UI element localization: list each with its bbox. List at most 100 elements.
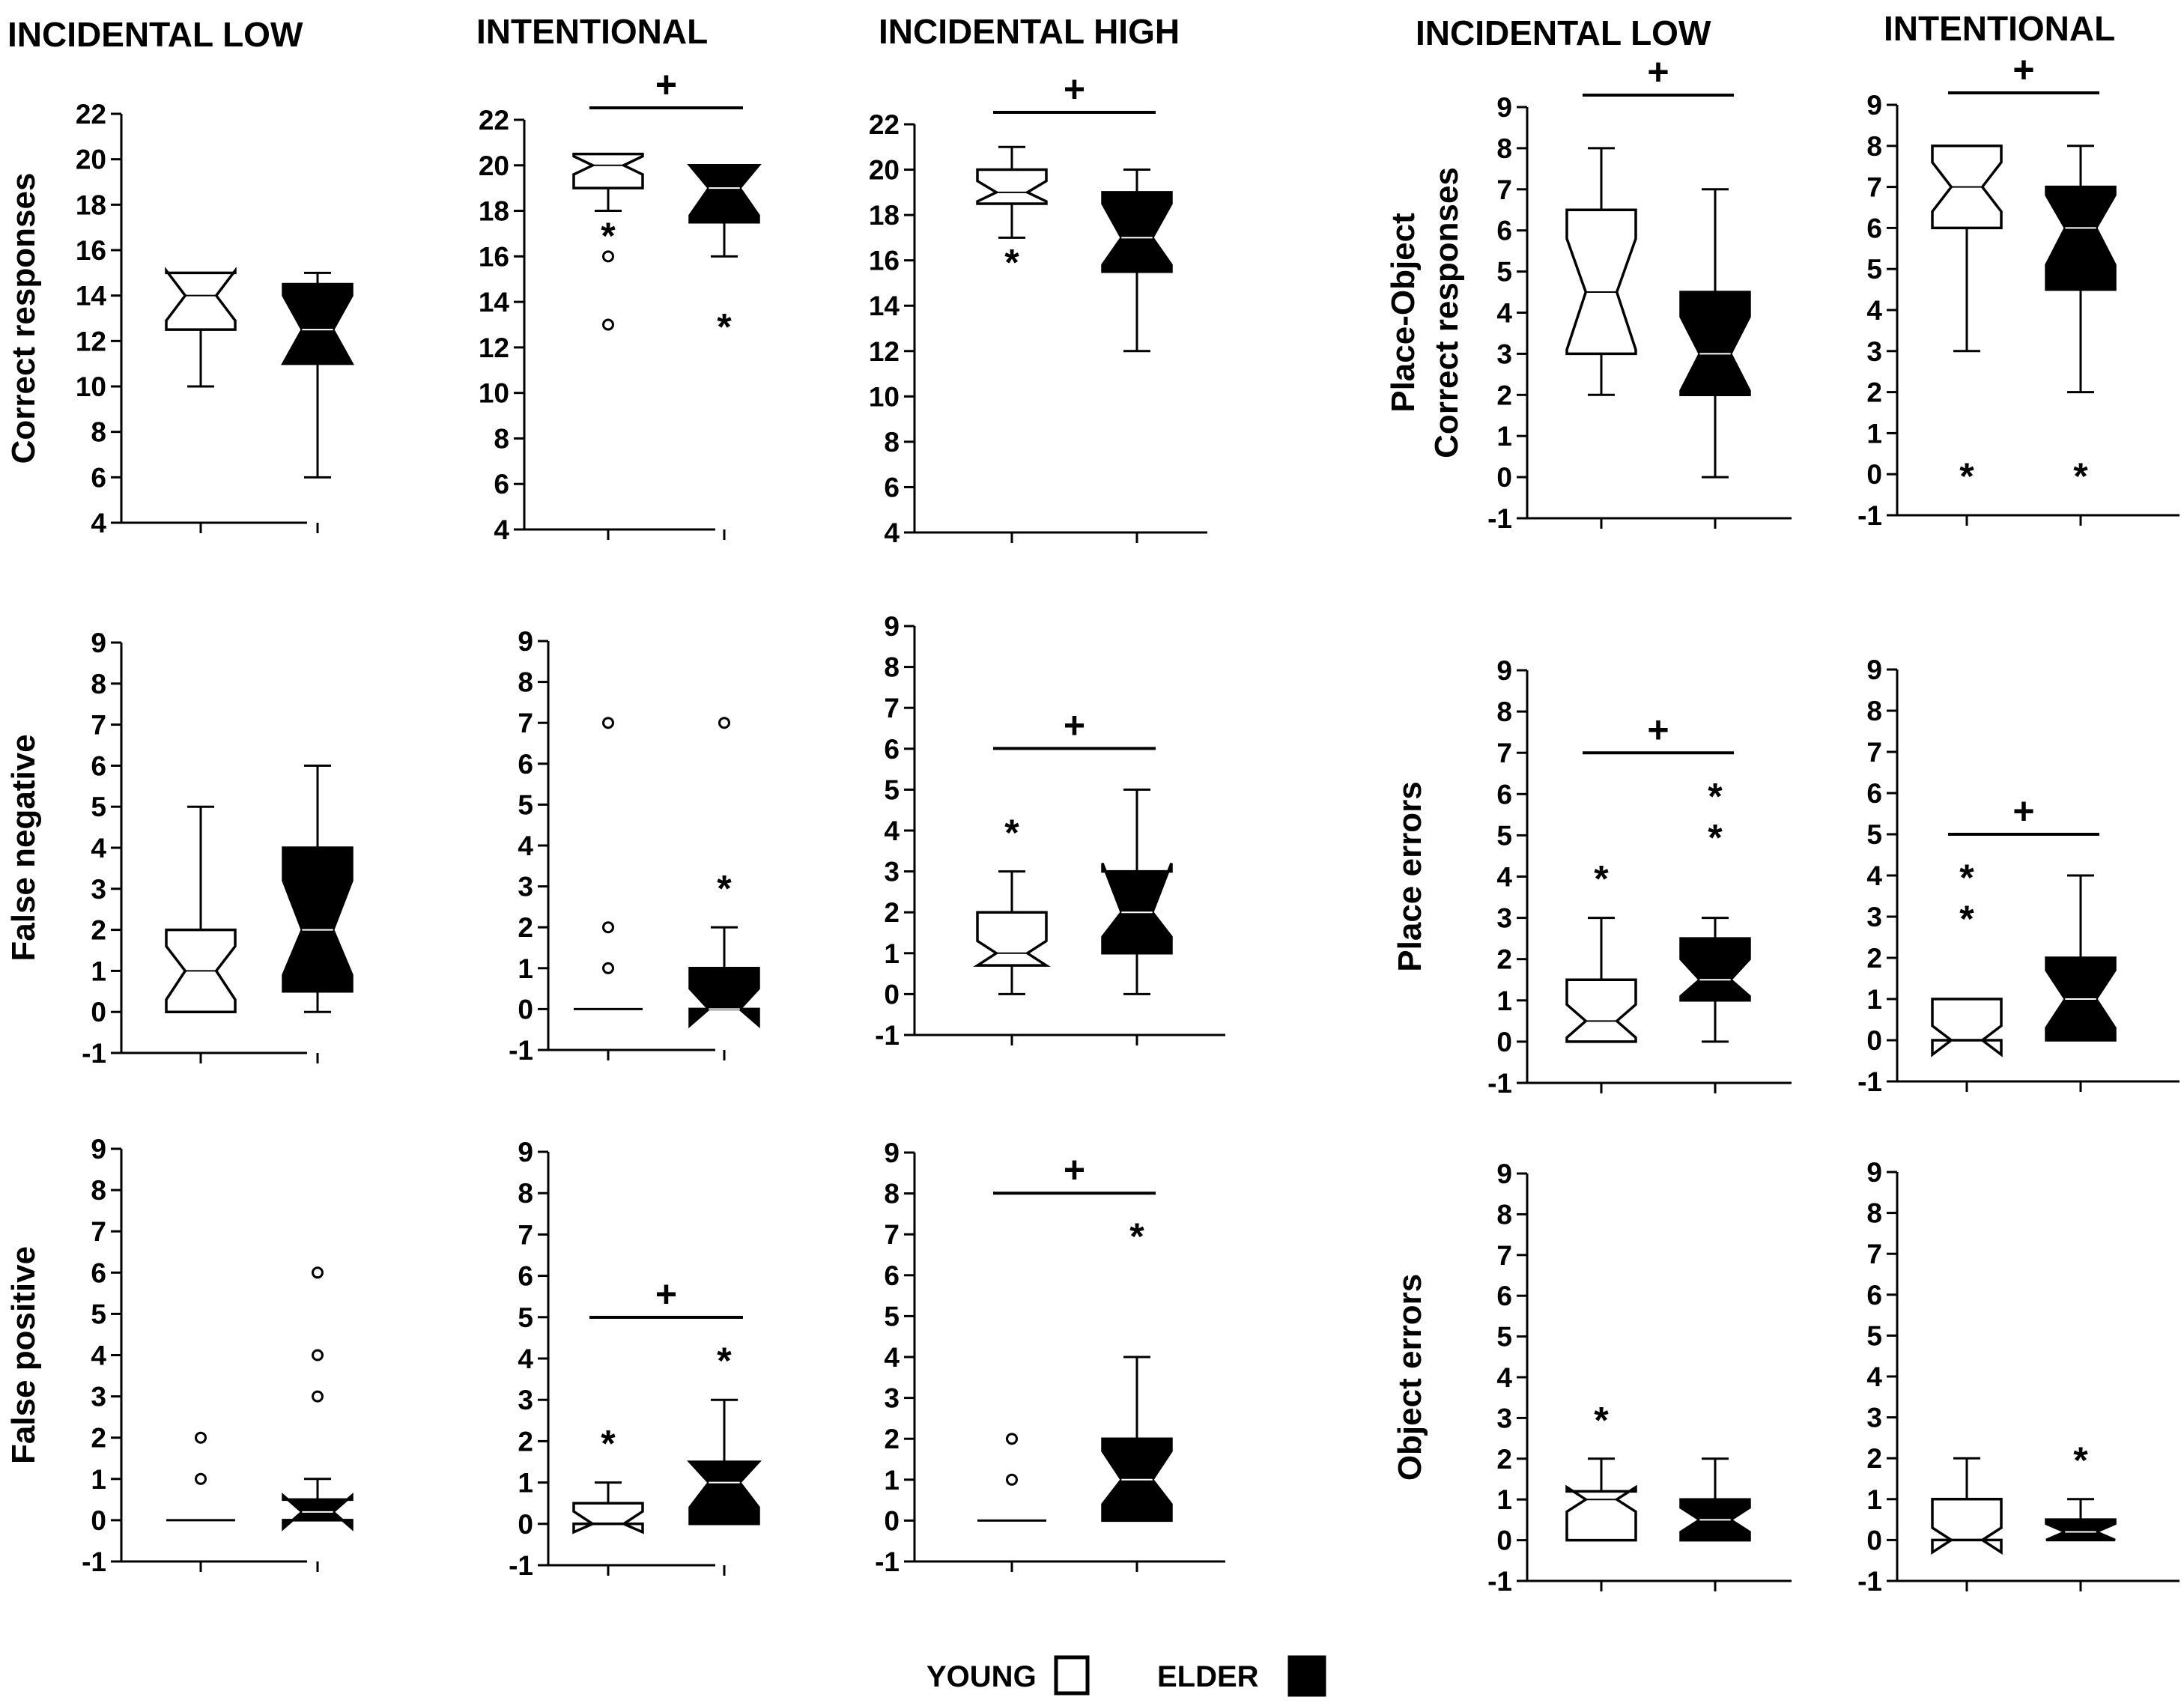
y-tick-label: 7: [884, 1219, 900, 1250]
box: [1679, 937, 1751, 1002]
y-tick-label: 18: [869, 200, 900, 231]
box: [165, 267, 237, 331]
y-tick-label: 14: [76, 281, 107, 312]
y-tick-label: 18: [479, 196, 509, 227]
panel-c2-r1: -1 0 1 2 3 4 5 6 7 8 9 * +: [875, 611, 1225, 1051]
significance-marker: +: [1064, 704, 1085, 746]
y-axis-label: Place errors: [1392, 781, 1428, 971]
y-tick-label: 1: [91, 956, 106, 986]
legend-young-label: YOUNG: [926, 1660, 1037, 1693]
y-tick-label: 4: [91, 833, 106, 863]
y-tick-label: 8: [494, 423, 509, 454]
y-tick-label: 2: [91, 915, 106, 946]
y-tick-label: -1: [1487, 1566, 1512, 1597]
y-tick-label: 5: [91, 792, 106, 822]
y-tick-label: -1: [1487, 503, 1512, 534]
y-tick-label: 7: [518, 1219, 533, 1250]
extreme-point: *: [2073, 1439, 2088, 1481]
y-tick-label: 5: [1866, 254, 1882, 285]
y-tick-label: 3: [1866, 336, 1882, 367]
box: [2045, 1518, 2117, 1542]
series-young: *: [1565, 1399, 1637, 1542]
extreme-point: *: [1129, 1215, 1144, 1257]
y-tick-label: 5: [1496, 820, 1512, 851]
y-tick-label: 5: [91, 1299, 106, 1329]
y-tick-label: -1: [82, 1546, 106, 1577]
y-tick-label: 4: [884, 816, 900, 846]
panel-c2-r0: 4 6 8 10 12 14 16 18 20 22 * +: [869, 68, 1207, 548]
extreme-point: *: [1004, 812, 1019, 854]
y-tick-label: 3: [518, 872, 533, 902]
y-tick-label: 7: [1866, 1239, 1882, 1269]
y-tick-label: 0: [91, 1505, 106, 1536]
y-tick-label: 1: [1866, 1484, 1882, 1515]
y-tick-label: 8: [1496, 696, 1512, 727]
y-tick-label: 3: [884, 1383, 900, 1414]
extreme-point: *: [1708, 816, 1723, 858]
y-tick-label: 4: [91, 508, 106, 538]
y-tick-label: 4: [884, 517, 900, 548]
y-tick-label: 7: [1496, 174, 1512, 205]
y-tick-label: 16: [869, 246, 900, 276]
y-tick-label: 6: [91, 462, 106, 493]
series-elder: *: [2045, 1439, 2117, 1542]
y-tick-label: 9: [91, 1134, 106, 1165]
y-tick-label: 6: [884, 734, 900, 765]
y-tick-label: 6: [884, 1260, 900, 1291]
y-tick-label: 18: [76, 189, 106, 220]
panel-c1-r0: 4 6 8 10 12 14 16 18 20 22 * * +: [479, 64, 762, 545]
box: [2045, 185, 2117, 291]
y-tick-label: 8: [1496, 133, 1512, 164]
panel-c0-r2: -1 0 1 2 3 4 5 6 7 8 9 False positive: [5, 1134, 354, 1577]
outlier-point: [195, 1472, 207, 1485]
y-tick-label: 4: [1866, 1362, 1882, 1392]
column-title-incidental-low-1: INCIDENTAL LOW: [7, 15, 303, 54]
y-tick-label: 8: [91, 1175, 106, 1206]
outlier-point: [602, 318, 614, 331]
y-tick-label: 1: [1496, 1484, 1512, 1515]
y-tick-label: 3: [91, 1382, 106, 1412]
y-tick-label: 9: [1496, 1159, 1512, 1189]
outlier-point: [312, 1390, 324, 1403]
series-young: [977, 1433, 1046, 1522]
y-tick-label: 20: [869, 155, 900, 186]
series-young: *: [973, 812, 1051, 995]
series-young: *: [976, 145, 1048, 284]
y-tick-label: 5: [518, 1302, 533, 1333]
y-tick-label: 4: [518, 1344, 533, 1374]
extreme-point: *: [2073, 455, 2088, 497]
panel-c1-r1: -1 0 1 2 3 4 5 6 7 8 9 *: [509, 626, 760, 1066]
y-tick-label: 6: [884, 472, 900, 503]
significance-marker: +: [1064, 1149, 1085, 1191]
y-tick-label: 9: [1496, 655, 1512, 686]
box: [572, 1502, 644, 1535]
y-tick-label: 6: [518, 1261, 533, 1292]
y-tick-label: 6: [518, 749, 533, 780]
box: [1565, 208, 1637, 356]
significance-marker: +: [1647, 708, 1669, 750]
y-tick-label: 5: [1496, 257, 1512, 288]
series-elder: *: [687, 164, 762, 348]
y-tick-label: 2: [1866, 377, 1882, 408]
outlier-point: [602, 921, 614, 934]
y-tick-label: 8: [1496, 1199, 1512, 1230]
significance-marker: +: [1064, 68, 1085, 110]
panel-c4-r0: -1 0 1 2 3 4 5 6 7 8 9 * * +: [1857, 49, 2180, 531]
y-tick-label: 12: [76, 326, 106, 356]
legend: YOUNG ELDER: [926, 1655, 1326, 1697]
y-tick-label: 7: [91, 710, 106, 741]
y-axis-label: Place-Object: [1385, 213, 1422, 413]
column-title-intentional-2: INTENTIONAL: [1884, 9, 2115, 48]
series-elder: [282, 764, 354, 1013]
y-tick-label: 9: [518, 1137, 533, 1168]
y-tick-label: 6: [1866, 213, 1882, 243]
y-tick-label: 9: [1866, 1157, 1882, 1188]
y-tick-label: 5: [1866, 819, 1882, 850]
y-tick-label: 7: [884, 693, 900, 723]
y-tick-label: 3: [1496, 903, 1512, 934]
y-tick-label: 1: [518, 953, 533, 984]
